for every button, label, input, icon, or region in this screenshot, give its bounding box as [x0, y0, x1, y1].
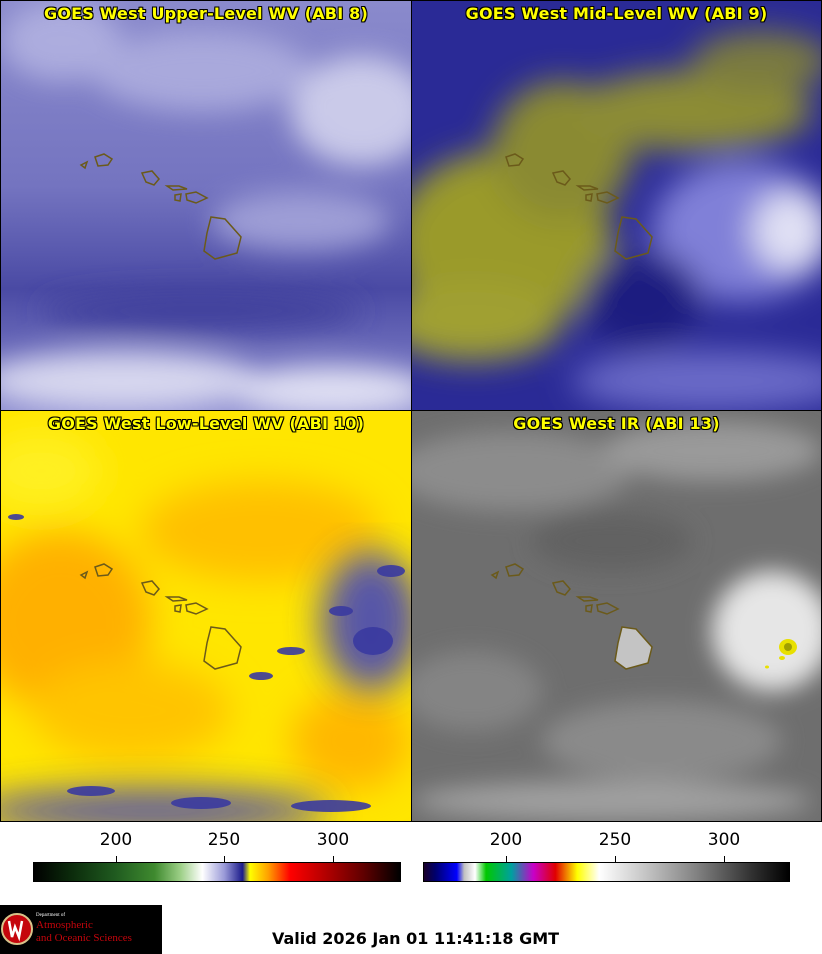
colorbar-tick-label: 300	[316, 830, 350, 850]
panel-title: GOES West Mid-Level WV (ABI 9)	[465, 4, 768, 23]
mid-level-wv-image	[412, 1, 821, 410]
colorbar-tick	[224, 856, 225, 862]
upper-level-wv-image	[1, 1, 411, 410]
panel-mid-level-wv: GOES West Mid-Level WV (ABI 9)	[411, 0, 822, 411]
colorbar-tick-label: 200	[99, 830, 133, 850]
panel-title: GOES West Upper-Level WV (ABI 8)	[44, 4, 368, 23]
wv-colorbar	[33, 862, 401, 882]
colorbar-tick-label: 250	[598, 830, 632, 850]
ir-colorbar	[423, 862, 790, 882]
colorbar-tick-label: 250	[207, 830, 241, 850]
uw-crest-icon	[1, 913, 33, 945]
logo-department-text: Department of	[36, 913, 66, 918]
low-level-wv-image	[1, 411, 411, 821]
panel-ir: GOES West IR (ABI 13)	[411, 410, 822, 822]
hawaii-coastline-icon	[79, 563, 242, 670]
hawaii-coastline-icon	[490, 563, 653, 670]
logo-oceanic-text: and Oceanic Sciences	[36, 932, 132, 944]
hawaii-coastline-icon	[505, 153, 653, 260]
colorbar-tick	[724, 856, 725, 862]
colorbar-tick-label: 200	[489, 830, 523, 850]
panel-upper-level-wv: GOES West Upper-Level WV (ABI 8)	[0, 0, 412, 411]
panel-title: GOES West IR (ABI 13)	[513, 414, 720, 433]
colorbar-tick	[615, 856, 616, 862]
colorbar-tick-label: 300	[707, 830, 741, 850]
panel-title: GOES West Low-Level WV (ABI 10)	[47, 414, 365, 433]
hawaii-coastline-icon	[79, 153, 242, 260]
aos-logo: Department of Atmospheric and Oceanic Sc…	[0, 905, 162, 954]
colorbar-tick	[506, 856, 507, 862]
ir-image	[412, 411, 821, 821]
panel-low-level-wv: GOES West Low-Level WV (ABI 10)	[0, 410, 412, 822]
logo-atmospheric-text: Atmospheric	[36, 919, 93, 931]
colorbar-tick	[333, 856, 334, 862]
valid-time: Valid 2026 Jan 01 11:41:18 GMT	[272, 929, 560, 948]
colorbar-tick	[116, 856, 117, 862]
